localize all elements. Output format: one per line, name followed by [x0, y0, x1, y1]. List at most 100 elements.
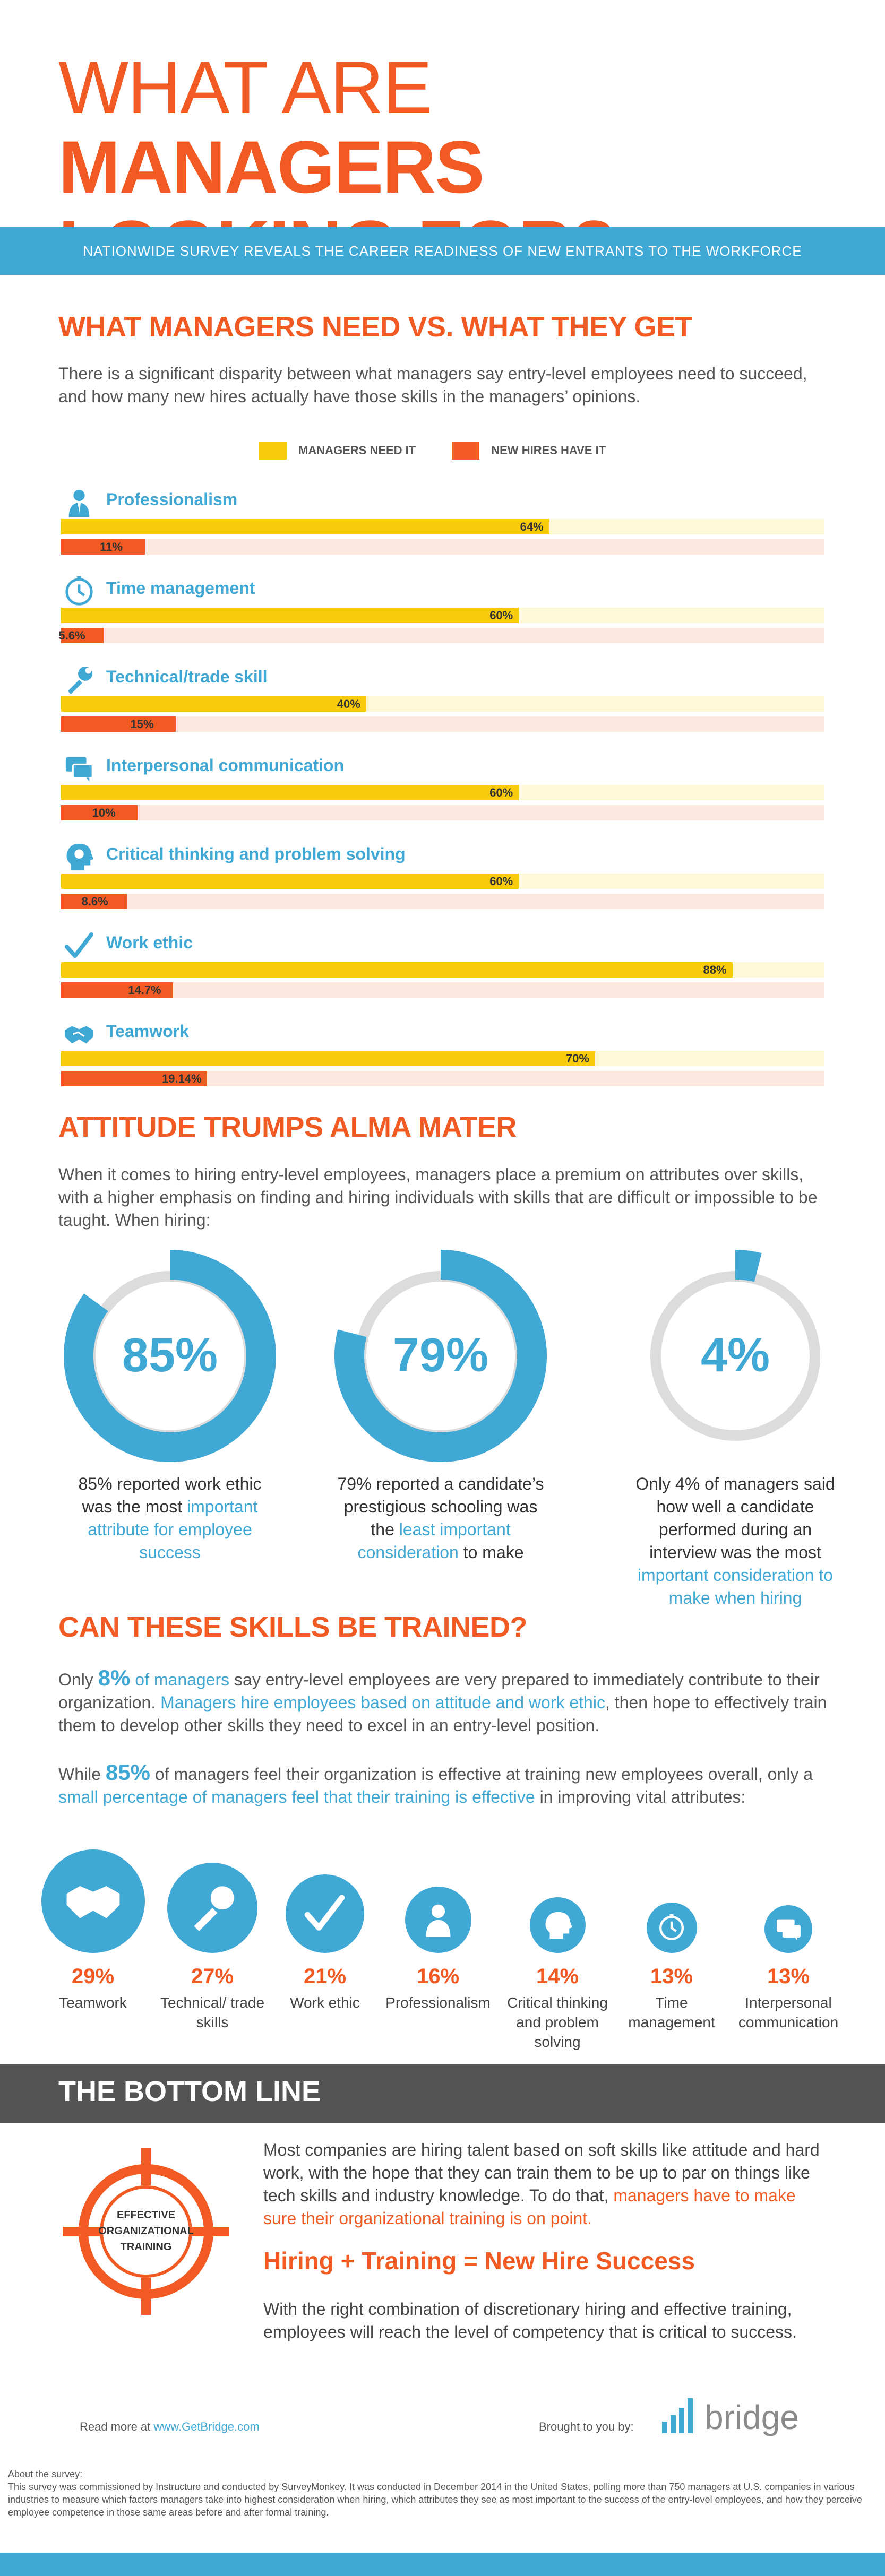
have-bar-label: 8.6%: [81, 895, 108, 908]
about-text: This survey was commissioned by Instruct…: [8, 2482, 862, 2518]
trained-skill-percent: 16%: [416, 1965, 460, 1988]
have-bar: [61, 894, 127, 909]
trained-skill-circle: [167, 1863, 257, 1953]
donut-value: 79%: [392, 1329, 489, 1382]
have-bar-label: 10%: [92, 806, 116, 819]
trained-skill-label: Time management: [628, 1994, 715, 2030]
donut-ring: [650, 1271, 820, 1441]
target-text-1: EFFECTIVE: [117, 2209, 175, 2221]
target-text-2: ORGANIZATIONAL: [98, 2225, 194, 2237]
trained-skill-percent: 21%: [303, 1965, 347, 1988]
legend-have: NEW HIRES HAVE IT: [452, 442, 606, 460]
section2-heading: ATTITUDE TRUMPS ALMA MATER: [58, 1111, 517, 1143]
p1-text-d: Managers hire employees based on attitud…: [160, 1693, 605, 1712]
legend-have-label: NEW HIRES HAVE IT: [491, 444, 606, 457]
skill-label: Critical thinking and problem solving: [106, 844, 406, 863]
skill-label: Teamwork: [106, 1022, 189, 1041]
trained-skill-circle: [646, 1903, 697, 1953]
caption-a: 85% reported work ethic was the most: [78, 1474, 262, 1516]
handshake-icon: [66, 1886, 119, 1918]
have-track: [61, 894, 824, 909]
trained-skill-percent: 13%: [767, 1965, 810, 1988]
have-track: [61, 628, 824, 643]
caption-b: important attribute for employee success: [88, 1497, 258, 1562]
brought-to-you: Brought to you by:: [539, 2420, 634, 2433]
clock-icon: [65, 576, 93, 606]
skill-label: Time management: [106, 578, 255, 598]
p2-text-c: small percentage of managers feel that t…: [58, 1787, 535, 1806]
p1-text-b: of managers: [130, 1670, 230, 1689]
donut-arc: [64, 1250, 276, 1462]
donut-caption: 79% reported a candidate’s prestigious s…: [334, 1473, 547, 1564]
p1-text-c: say entry-level employees are very prepa…: [58, 1670, 820, 1712]
trained-skill-circle: [764, 1905, 812, 1953]
about-survey: About the survey: This survey was commis…: [8, 2468, 879, 2519]
donut-value: 4%: [700, 1329, 770, 1382]
p2-text-a: While: [58, 1765, 106, 1784]
skill-icon-wrap: [64, 487, 96, 519]
p2-text-b: of managers feel their organization is e…: [150, 1765, 813, 1784]
trained-skill-percent: 14%: [536, 1965, 579, 1988]
trained-skill-percent: 13%: [650, 1965, 693, 1988]
trained-skill-label: Teamwork: [59, 1994, 127, 2011]
target-text-3: TRAINING: [121, 2241, 172, 2253]
trained-skill-label: Technical/ trade skills: [160, 1994, 265, 2030]
need-bar: [61, 1051, 595, 1066]
have-bar-label: 5.6%: [58, 629, 85, 642]
skill-label: Interpersonal communication: [106, 756, 345, 775]
caption-c: to make: [458, 1543, 524, 1562]
legend-need-label: MANAGERS NEED IT: [298, 444, 416, 457]
need-bar: [61, 696, 366, 712]
bridge-logo: bridge: [661, 2396, 799, 2434]
need-bar: [61, 608, 519, 623]
need-bar: [61, 519, 549, 534]
read-more-label: Read more at: [80, 2420, 154, 2433]
professional-icon: [68, 489, 90, 517]
bl-p1-b: managers have to make sure their organiz…: [263, 2186, 796, 2228]
p2-pct: 85%: [105, 1760, 150, 1785]
donut-arc: [735, 1250, 762, 1282]
bottom-band: [0, 2553, 885, 2576]
have-track: [61, 805, 824, 820]
skill-icon-wrap: [64, 664, 96, 696]
have-bar: [61, 628, 104, 643]
chat-icon: [65, 757, 93, 782]
donut-arc: [334, 1250, 547, 1462]
trained-skill-percent: 27%: [191, 1965, 234, 1988]
have-track: [61, 539, 824, 555]
trained-skill-label: Critical thinking and problem solving: [507, 1994, 608, 2050]
section1-heading: WHAT MANAGERS NEED VS. WHAT THEY GET: [58, 311, 693, 343]
donut-value: 85%: [122, 1329, 218, 1382]
have-bar-label: 19.14%: [162, 1072, 202, 1085]
head-icon: [545, 1912, 572, 1939]
skill-label: Technical/trade skill: [106, 667, 268, 686]
section3-heading: CAN THESE SKILLS BE TRAINED?: [58, 1611, 528, 1643]
need-bar: [61, 874, 519, 889]
skill-icon-wrap: [64, 1019, 96, 1051]
need-bar: [61, 785, 519, 800]
donut-caption: 85% reported work ethic was the most imp…: [64, 1473, 276, 1564]
trained-skill-percent: 29%: [71, 1965, 115, 1988]
have-bar-label: 11%: [100, 540, 123, 554]
have-bar: [61, 1071, 208, 1086]
title-line1-light: WHAT ARE: [58, 46, 432, 129]
section3-p2: While 85% of managers feel their organiz…: [58, 1761, 828, 1809]
p1-pct: 8%: [98, 1665, 131, 1690]
section4-heading: THE BOTTOM LINE: [58, 2076, 321, 2107]
have-bar: [61, 805, 138, 820]
title-line1-bold: MANAGERS: [58, 125, 485, 209]
section3-p1: Only 8% of managers say entry-level empl…: [58, 1666, 828, 1737]
getbridge-link[interactable]: www.GetBridge.com: [153, 2420, 260, 2433]
need-bar: [61, 962, 733, 978]
have-bar-label: 15%: [130, 718, 154, 731]
donut-chart: [650, 1250, 820, 1441]
trained-skill-circle: [286, 1874, 364, 1953]
need-bar-label: 40%: [337, 697, 360, 711]
caption-b: least important consideration: [357, 1520, 511, 1562]
need-bar-label: 60%: [489, 875, 513, 888]
section1-intro: There is a significant disparity between…: [58, 364, 807, 406]
bottom-line-band: [0, 2064, 885, 2123]
have-bar: [61, 982, 174, 998]
have-track: [61, 982, 824, 998]
about-title: About the survey:: [8, 2469, 83, 2479]
